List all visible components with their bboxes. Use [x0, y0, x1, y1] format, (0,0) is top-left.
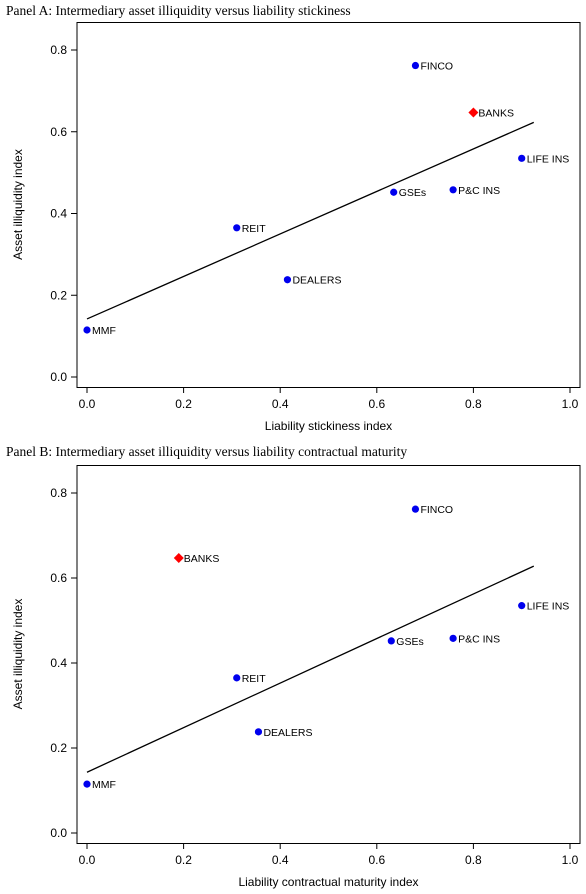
point-pandc-ins — [449, 634, 457, 642]
y-tick-label: 0.8 — [50, 43, 67, 57]
point-label-mmf: MMF — [92, 325, 116, 337]
point-label-life-ins: LIFE INS — [527, 153, 570, 165]
point-mmf — [83, 326, 91, 334]
point-reit — [233, 224, 241, 232]
point-reit — [233, 674, 241, 682]
point-banks — [173, 553, 184, 564]
point-banks — [468, 107, 479, 118]
panel-a-title: Panel A: Intermediary asset illiquidity … — [6, 3, 351, 18]
point-label-finco: FINCO — [420, 61, 453, 73]
point-gses — [387, 637, 395, 645]
point-label-reit: REIT — [242, 673, 267, 685]
x-tick-label: 0.0 — [79, 853, 96, 867]
point-mmf — [83, 780, 91, 788]
point-label-gses: GSEs — [396, 636, 423, 648]
point-dealers — [254, 728, 263, 736]
point-label-mmf: MMF — [92, 779, 116, 791]
x-tick-label: 0.2 — [175, 853, 192, 867]
x-axis-label: Liability stickiness index — [265, 419, 392, 433]
point-label-finco: FINCO — [420, 504, 453, 516]
y-tick-label: 0.4 — [50, 656, 67, 670]
panel-b-title: Panel B: Intermediary asset illiquidity … — [6, 444, 408, 459]
point-label-dealers: DEALERS — [292, 275, 341, 287]
x-tick-label: 0.8 — [465, 397, 482, 411]
x-tick-label: 1.0 — [562, 853, 579, 867]
x-tick-label: 1.0 — [562, 397, 579, 411]
point-label-banks: BANKS — [478, 108, 514, 120]
point-finco — [411, 61, 420, 70]
plot-frame — [76, 22, 581, 388]
point-label-pandc-ins: P&C INS — [458, 633, 500, 645]
x-tick-label: 0.8 — [465, 853, 482, 867]
x-tick-label: 0.4 — [272, 397, 289, 411]
x-tick-label: 0.2 — [175, 397, 192, 411]
panel-b-chart: 0.0 0.2 0.4 0.6 0.8 1.0 0.0 0.2 0.4 0.6 0.8 Liabili… — [11, 465, 581, 889]
x-tick-label: 0.6 — [368, 853, 385, 867]
y-axis-label: Asset illiquidity index — [11, 599, 25, 710]
y-tick-label: 0.0 — [50, 826, 67, 840]
x-tick-label: 0.6 — [368, 397, 385, 411]
fit-line — [86, 565, 535, 773]
y-axis-label: Asset illiquidity index — [11, 149, 25, 260]
y-tick-label: 0.2 — [50, 288, 67, 302]
point-label-life-ins: LIFE INS — [527, 601, 570, 613]
plot-frame — [76, 465, 581, 844]
point-finco — [411, 505, 420, 513]
y-tick-label: 0.0 — [50, 370, 67, 384]
point-dealers — [283, 276, 292, 284]
x-tick-label: 0.0 — [79, 397, 96, 411]
point-life-ins — [518, 602, 526, 610]
fit-line — [86, 121, 535, 320]
y-tick-label: 0.8 — [50, 486, 67, 500]
x-tick-label: 0.4 — [272, 853, 289, 867]
x-axis-label: Liability contractual maturity index — [238, 875, 418, 889]
point-life-ins — [518, 154, 526, 162]
point-label-gses: GSEs — [399, 187, 426, 199]
point-label-banks: BANKS — [184, 553, 220, 565]
y-tick-label: 0.6 — [50, 571, 67, 585]
point-pandc-ins — [449, 186, 457, 194]
y-tick-label: 0.4 — [50, 207, 67, 221]
point-label-dealers: DEALERS — [263, 727, 312, 739]
y-tick-label: 0.2 — [50, 741, 67, 755]
point-gses — [390, 188, 398, 196]
y-tick-label: 0.6 — [50, 125, 67, 139]
panel-a-chart: 0.0 0.2 0.4 0.6 0.8 1.0 0.0 0.2 0.4 0.6 0.8 Liabili… — [11, 22, 581, 433]
point-label-reit: REIT — [242, 223, 267, 235]
point-label-pandc-ins: P&C INS — [458, 185, 500, 197]
